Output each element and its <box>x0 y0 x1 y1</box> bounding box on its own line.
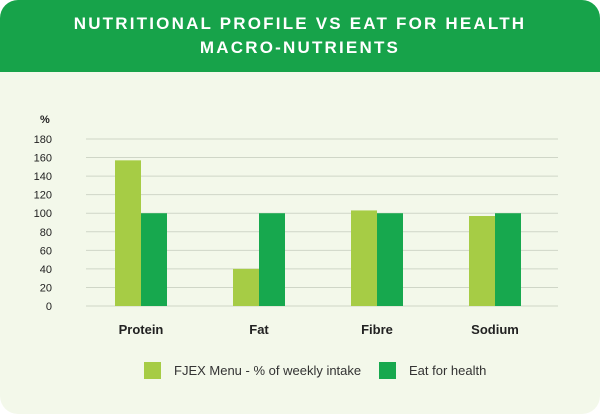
bar-protein-series-1 <box>115 160 141 306</box>
legend: FJEX Menu - % of weekly intake Eat for he… <box>144 362 486 379</box>
bar-fat-series-2 <box>259 213 285 306</box>
bar-protein-series-2 <box>141 213 167 306</box>
legend-label-series-2: Eat for health <box>409 363 486 378</box>
y-tick-label: 140 <box>34 171 52 183</box>
y-tick-label: 20 <box>40 282 52 294</box>
y-tick-label: 80 <box>40 227 52 239</box>
category-label-sodium: Sodium <box>471 322 519 337</box>
y-tick-label: 120 <box>34 190 52 202</box>
y-tick-label: 60 <box>40 245 52 257</box>
chart-header: NUTRITIONAL PROFILE VS EAT FOR HEALTH MA… <box>0 0 600 72</box>
bar-fat-series-1 <box>233 268 259 306</box>
y-tick-label: 180 <box>34 134 52 146</box>
legend-swatch-series-1 <box>144 362 161 379</box>
bar-sodium-series-1 <box>469 216 495 306</box>
bar-fibre-series-1 <box>351 210 377 306</box>
y-axis-unit-label: % <box>40 114 50 126</box>
y-tick-label: 0 <box>46 301 52 313</box>
y-axis-ticks: 0 20 40 60 80 100 120 140 160 180 <box>34 134 52 313</box>
chart-title-line-1: NUTRITIONAL PROFILE VS EAT FOR HEALTH <box>73 14 527 33</box>
bar-sodium-series-2 <box>495 213 521 306</box>
category-label-fat: Fat <box>249 322 269 337</box>
chart-title-line-2: MACRO-NUTRIENTS <box>199 38 401 57</box>
legend-label-series-1: FJEX Menu - % of weekly intake <box>174 363 361 378</box>
category-label-fibre: Fibre <box>361 322 393 337</box>
category-label-protein: Protein <box>119 322 164 337</box>
bars <box>115 160 521 306</box>
category-labels: Protein Fat Fibre Sodium <box>119 322 519 337</box>
legend-swatch-series-2 <box>379 362 396 379</box>
bar-fibre-series-2 <box>377 213 403 306</box>
y-tick-label: 160 <box>34 153 52 165</box>
y-tick-label: 100 <box>34 208 52 220</box>
y-tick-label: 40 <box>40 264 52 276</box>
